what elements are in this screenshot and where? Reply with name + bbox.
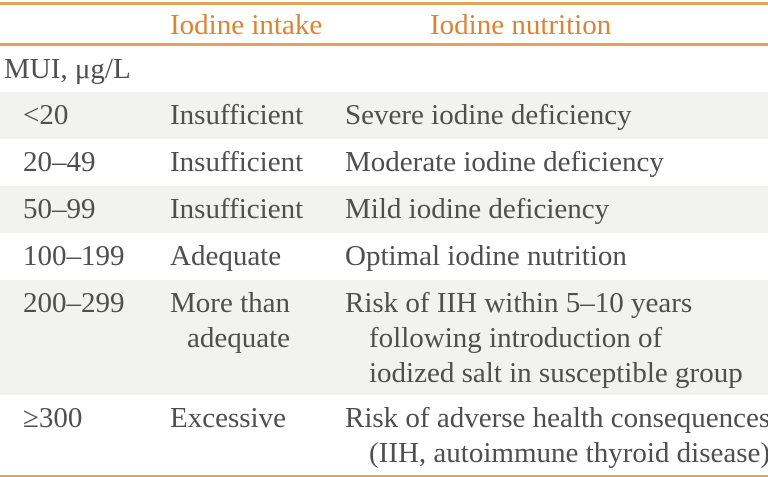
intake-cell: Insufficient	[170, 193, 345, 226]
cell-line: adequate	[187, 322, 291, 354]
nutrition-cell: Optimal iodine nutrition	[345, 240, 768, 273]
table-row: <20 Insufficient Severe iodine deficienc…	[0, 92, 768, 139]
nutrition-cell: Moderate iodine deficiency	[345, 146, 768, 179]
cell-line: Insufficient	[170, 146, 304, 178]
mui-range-cell: 100–199	[23, 240, 125, 272]
cell-line: following introduction of	[369, 322, 663, 354]
table-header-row: Iodine intake Iodine nutrition	[0, 5, 768, 43]
cell-line: Severe iodine deficiency	[345, 99, 632, 131]
bottom-rule	[0, 475, 768, 477]
mui-range-cell: <20	[23, 99, 69, 131]
cell-line: Insufficient	[170, 193, 304, 225]
mui-range-cell: 20–49	[23, 146, 96, 178]
cell-line: Insufficient	[170, 99, 304, 131]
nutrition-cell: Mild iodine deficiency	[345, 193, 768, 226]
nutrition-cell: Risk of adverse health consequences (IIH…	[345, 401, 768, 471]
column-header-iodine-intake: Iodine intake	[170, 9, 323, 41]
table-row: 100–199 Adequate Optimal iodine nutritio…	[0, 233, 768, 280]
table-row: 50–99 Insufficient Mild iodine deficienc…	[0, 186, 768, 233]
cell-line: Moderate iodine deficiency	[345, 146, 664, 178]
intake-cell: Insufficient	[170, 146, 345, 179]
table-row: 20–49 Insufficient Moderate iodine defic…	[0, 139, 768, 186]
intake-cell: Insufficient	[170, 99, 345, 132]
cell-line: Mild iodine deficiency	[345, 193, 610, 225]
intake-cell: Adequate	[170, 240, 345, 273]
table-row: ≥300 Excessive Risk of adverse health co…	[0, 395, 768, 475]
intake-cell: Excessive	[170, 401, 345, 436]
unit-label: MUI, μg/L	[4, 52, 131, 85]
cell-line: Adequate	[170, 240, 282, 272]
mui-range-cell: ≥300	[23, 402, 83, 434]
cell-line: Optimal iodine nutrition	[345, 240, 627, 272]
unit-row: MUI, μg/L	[0, 46, 768, 92]
intake-cell: More than adequate	[170, 286, 345, 356]
cell-line: (IIH, autoimmune thyroid disease)	[369, 437, 768, 469]
mui-range-cell: 200–299	[23, 287, 125, 319]
header-rule	[0, 43, 768, 46]
cell-line: Excessive	[170, 402, 286, 434]
mui-range-cell: 50–99	[23, 193, 96, 225]
cell-line: Risk of adverse health consequences	[345, 402, 768, 434]
cell-line: Risk of IIH within 5–10 years	[345, 287, 693, 319]
column-header-iodine-nutrition: Iodine nutrition	[430, 9, 612, 41]
nutrition-cell: Risk of IIH within 5–10 years following …	[345, 286, 768, 391]
cell-line: More than	[170, 287, 290, 319]
nutrition-cell: Severe iodine deficiency	[345, 99, 768, 132]
top-rule	[0, 2, 768, 5]
cell-line: iodized salt in susceptible group	[369, 357, 743, 389]
table-row: 200–299 More than adequate Risk of IIH w…	[0, 280, 768, 395]
